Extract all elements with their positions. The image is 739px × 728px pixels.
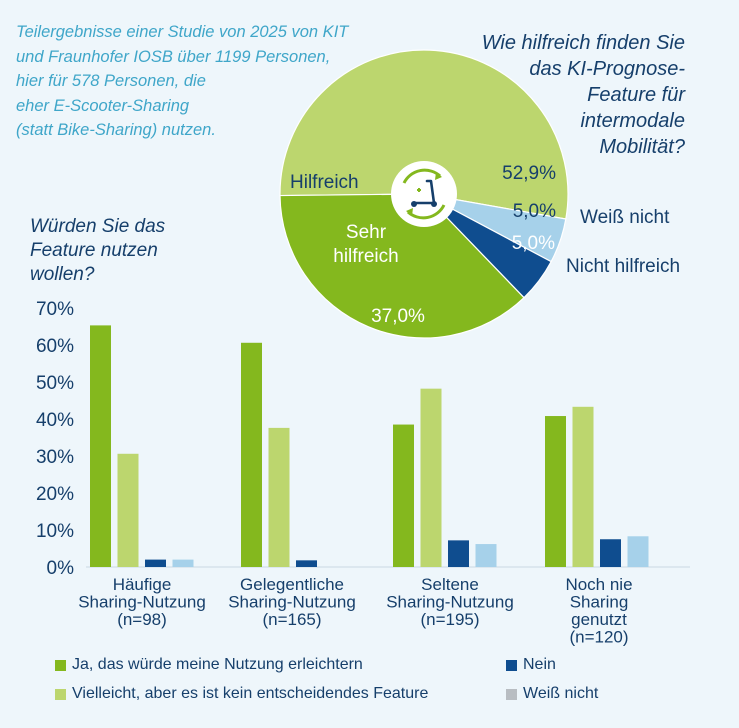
bar xyxy=(172,559,194,567)
bar xyxy=(572,406,594,567)
pie-value-label: 5,0% xyxy=(512,233,555,254)
y-tick-label: 40% xyxy=(36,410,74,431)
bar-category-labels: Häufige Sharing-Nutzung (n=98) Gelegentlich… xyxy=(78,575,632,647)
pie-slice-label: Sehr hilfreich xyxy=(333,222,398,267)
y-tick-label: 50% xyxy=(36,373,74,394)
bar xyxy=(475,544,497,567)
category-label: Häufige Sharing-Nutzung (n=98) xyxy=(78,575,206,629)
pie-value-label: 52,9% xyxy=(502,163,556,184)
pie-title-line: Feature für xyxy=(587,84,685,106)
bar xyxy=(627,536,649,567)
category-label: Noch nie Sharing genutzt (n=120) xyxy=(565,575,632,647)
bar-chart xyxy=(90,325,649,567)
study-intro-text: Teilergebnisse einer Studie von 2025 von… xyxy=(16,20,376,143)
intro-line: und Fraunhofer IOSB über 1199 Personen, xyxy=(16,47,331,66)
pie-slice xyxy=(279,193,525,339)
bar xyxy=(296,560,317,567)
bar xyxy=(145,559,166,567)
bar-title-line: wollen? xyxy=(30,264,95,285)
y-tick-label: 30% xyxy=(36,447,74,468)
bar xyxy=(545,416,566,567)
y-tick-label: 0% xyxy=(47,558,75,579)
intro-line: hier für 578 Personen, die xyxy=(16,72,206,90)
bar xyxy=(90,325,111,567)
intro-line: Teilergebnisse einer Studie von 2025 von… xyxy=(16,23,349,41)
y-tick-label: 60% xyxy=(36,336,74,357)
intro-line: (statt Bike-Sharing) nutzen. xyxy=(16,121,216,139)
bar-title-line: Feature nutzen xyxy=(30,240,158,261)
pie-title-line: das KI-Prognose- xyxy=(529,58,685,80)
pie-labels: Hilfreich 52,9% Weiß nicht 5,0% Nicht hilfre… xyxy=(290,163,680,327)
pie-value-label: 5,0% xyxy=(513,201,556,222)
pie-question-title: Wie hilfreich finden Sie das KI-Prognose… xyxy=(445,30,685,160)
pie-title-line: Wie hilfreich finden Sie xyxy=(481,32,685,54)
pie-title-line: intermodale xyxy=(580,110,685,132)
bar xyxy=(448,540,469,567)
bar xyxy=(420,388,442,567)
y-tick-label: 70% xyxy=(36,299,74,320)
bar xyxy=(268,427,290,567)
pie-value-label: 37,0% xyxy=(371,306,425,327)
scooter-recycle-icon xyxy=(391,161,457,227)
y-tick-label: 20% xyxy=(36,484,74,505)
category-label: Gelegentliche Sharing-Nutzung (n=165) xyxy=(228,575,356,629)
bar xyxy=(241,342,262,567)
bar xyxy=(117,453,139,567)
intro-line: eher E-Scooter-Sharing xyxy=(16,96,190,115)
category-label: Seltene Sharing-Nutzung (n=195) xyxy=(386,575,514,629)
bar-question-title: Würden Sie das Feature nutzen wollen? xyxy=(30,215,240,287)
bar xyxy=(600,539,621,567)
y-tick-label: 10% xyxy=(36,521,74,542)
pie-chart xyxy=(279,49,569,339)
pie-slice-label: Weiß nicht xyxy=(580,207,670,228)
pie-slice-label: Nicht hilfreich xyxy=(566,256,680,277)
pie-title-line: Mobilität? xyxy=(599,136,685,158)
pie-slice xyxy=(279,49,569,220)
bar-title-line: Würden Sie das xyxy=(30,216,166,237)
pie-slice-label: Hilfreich xyxy=(290,172,359,193)
bar xyxy=(393,424,414,567)
